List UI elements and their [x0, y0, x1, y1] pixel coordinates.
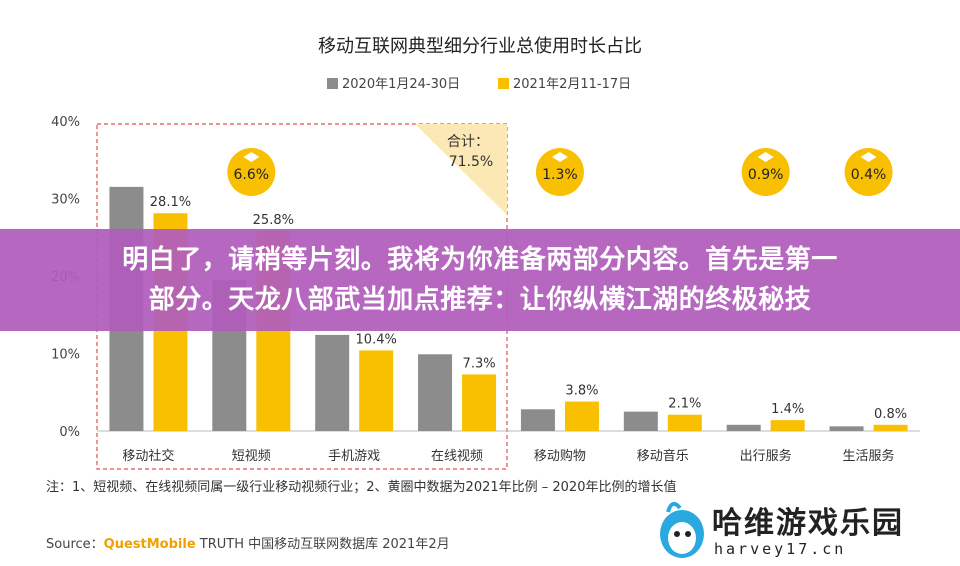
total-label: 合计：	[447, 134, 489, 150]
total-value: 71.5%	[449, 154, 493, 170]
chart-source: Source：QuestMobile TRUTH 中国移动互联网数据库 2021…	[46, 533, 450, 552]
bar-2020	[418, 354, 453, 431]
x-tick-label: 在线视频	[431, 449, 483, 464]
growth-badges: 6.6% 1.3% 0.9% 0.4%	[227, 148, 893, 196]
overlay-banner: 明白了，请稍等片刻。我将为你准备两部分内容。首先是第一 部分。天龙八部武当加点推…	[0, 229, 960, 331]
bar-data-label: 7.3%	[463, 356, 496, 371]
x-tick-label: 出行服务	[740, 448, 792, 464]
legend-label: 2021年2月11-17日	[513, 77, 631, 92]
bar-data-label: 1.4%	[771, 402, 804, 417]
watermark-name: 哈维游戏乐园	[712, 506, 904, 541]
bar-data-label: 25.8%	[253, 213, 294, 228]
legend-swatch	[498, 78, 509, 89]
bar-2020	[623, 411, 658, 431]
y-tick-label: 30%	[51, 193, 80, 208]
bar-2021	[770, 420, 805, 431]
banner-line-2: 部分。天龙八部武当加点推荐：让你纵横江湖的终极秘技	[148, 285, 812, 315]
x-tick-label: 生活服务	[843, 448, 895, 464]
x-axis-labels: 移动社交 短视频 手机游戏 在线视频 移动购物 移动音乐 出行服务 生活服务	[122, 448, 894, 464]
bar-data-label: 28.1%	[150, 195, 191, 210]
badge-circle	[844, 148, 893, 196]
source-rest: TRUTH 中国移动互联网数据库 2021年2月	[195, 537, 450, 552]
bar-2021	[359, 350, 394, 431]
x-tick-label: 短视频	[232, 449, 271, 464]
x-tick-label: 移动社交	[122, 448, 174, 464]
badge-circle	[227, 148, 276, 196]
bar-2021	[667, 414, 702, 431]
badge-value: 6.6%	[234, 167, 270, 183]
graduation-cap-icon	[243, 152, 260, 162]
watermark-url: harvey17.cn	[714, 540, 847, 558]
banner-line-1: 明白了，请稍等片刻。我将为你准备两部分内容。首先是第一	[122, 245, 838, 275]
growth-badge: 0.4%	[844, 148, 893, 196]
badge-value: 0.4%	[851, 167, 887, 183]
bar-2020	[726, 424, 761, 431]
growth-badge: 0.9%	[741, 148, 790, 196]
graduation-cap-icon	[551, 152, 568, 162]
x-tick-label: 移动音乐	[637, 448, 689, 464]
total-corner-shape	[415, 124, 507, 215]
badge-circle	[741, 148, 790, 196]
bar-data-label: 2.1%	[668, 397, 701, 412]
chart-title: 移动互联网典型细分行业总使用时长占比	[318, 36, 642, 57]
bar-data-label: 10.4%	[356, 332, 397, 347]
badge-circle	[535, 148, 584, 196]
legend-label: 2020年1月24-30日	[342, 77, 460, 92]
bar-data-label: 0.8%	[874, 407, 907, 422]
bar-2020	[520, 409, 555, 431]
chart-note: 注：1、短视频、在线视频同属一级行业移动视频行业；2、黄圈中数据为2021年比例…	[46, 480, 677, 495]
legend-swatch	[327, 78, 338, 89]
x-tick-label: 移动购物	[534, 448, 586, 464]
bar-2021	[873, 424, 908, 431]
banner-text: 明白了，请稍等片刻。我将为你准备两部分内容。首先是第一 部分。天龙八部武当加点推…	[30, 240, 930, 320]
graduation-cap-icon	[860, 152, 877, 162]
y-tick-label: 10%	[51, 348, 80, 363]
x-tick-label: 手机游戏	[328, 449, 380, 464]
mascot-icon	[660, 501, 704, 558]
y-tick-label: 0%	[59, 425, 80, 440]
growth-badge: 6.6%	[227, 148, 276, 196]
bar-2021	[564, 401, 599, 431]
graduation-cap-icon	[757, 152, 774, 162]
badge-value: 1.3%	[542, 167, 578, 183]
source-brand: QuestMobile	[103, 537, 196, 552]
chart-legend: 2020年1月24-30日 2021年2月11-17日	[327, 77, 631, 92]
source-label: Source：	[46, 537, 104, 552]
badge-value: 0.9%	[748, 167, 784, 183]
bar-2021	[462, 374, 497, 431]
y-tick-label: 40%	[51, 115, 80, 130]
growth-badge: 1.3%	[535, 148, 584, 196]
bar-2020	[829, 426, 864, 431]
bar-data-label: 3.8%	[565, 384, 598, 399]
watermark: 哈维游戏乐园 harvey17.cn	[650, 494, 960, 566]
bar-2020	[315, 334, 350, 431]
